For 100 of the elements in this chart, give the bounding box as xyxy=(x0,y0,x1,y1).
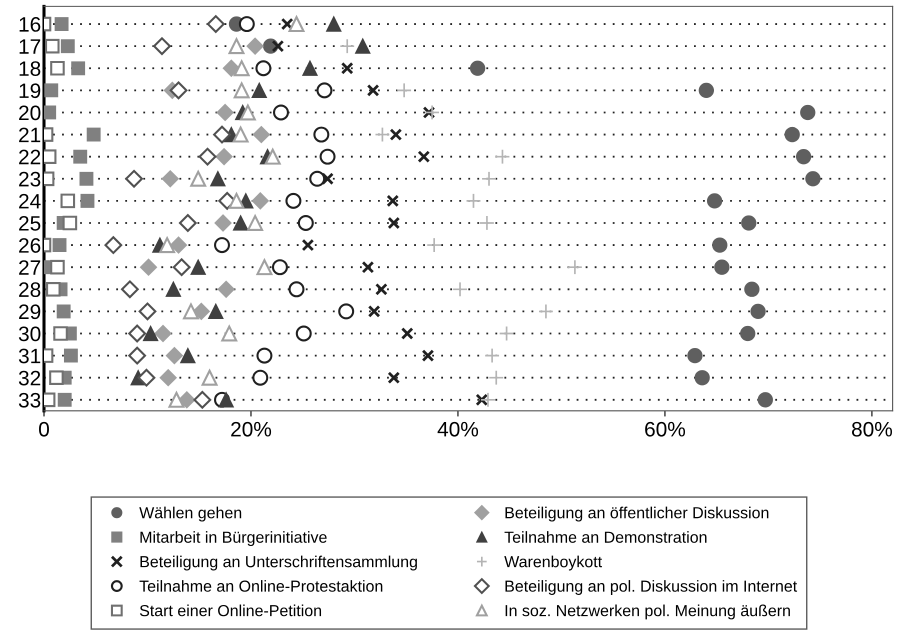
point xyxy=(198,148,216,166)
y-tick-label: 25 xyxy=(19,216,40,231)
legend-label: Teilnahme an Online-Protestaktion xyxy=(140,580,382,592)
point xyxy=(210,171,226,186)
y-tick-label: 22 xyxy=(19,150,40,164)
y-tick-label: 32 xyxy=(18,370,40,386)
y-tick-label: 17 xyxy=(20,39,40,54)
point xyxy=(170,236,188,254)
y-tick-label: 26 xyxy=(19,238,40,253)
point xyxy=(296,326,312,342)
point xyxy=(368,305,380,318)
point xyxy=(706,193,722,209)
point xyxy=(140,258,158,276)
legend-label: Beteiligung an pol. Diskussion im Internet xyxy=(505,580,798,595)
point xyxy=(190,170,206,187)
point xyxy=(128,324,146,342)
point xyxy=(273,104,289,120)
point xyxy=(480,392,496,408)
point xyxy=(80,194,94,208)
point xyxy=(246,38,264,55)
y-tick-label: 30 xyxy=(18,326,40,342)
point xyxy=(56,304,71,318)
point xyxy=(60,194,76,208)
y-tick-label: 31 xyxy=(18,348,40,364)
point xyxy=(712,237,728,253)
point xyxy=(120,280,139,298)
point xyxy=(214,214,232,232)
point xyxy=(208,304,224,320)
point xyxy=(316,82,332,98)
point xyxy=(232,126,249,143)
point xyxy=(178,214,197,232)
point xyxy=(64,348,78,363)
point xyxy=(218,280,235,298)
point xyxy=(138,368,156,387)
point xyxy=(182,303,199,320)
point xyxy=(313,126,330,143)
point xyxy=(288,281,305,298)
point xyxy=(388,216,400,230)
x-tick-label: 60% xyxy=(645,422,686,437)
legend-label: Beteiligung an öffentlicher Diskussion xyxy=(505,506,768,522)
point xyxy=(784,126,800,142)
point xyxy=(159,237,176,254)
point xyxy=(264,148,281,165)
legend-label: In soz. Netzwerken pol. Meinung äußern xyxy=(506,604,790,620)
point xyxy=(58,392,72,407)
point xyxy=(240,104,256,120)
point xyxy=(488,370,504,386)
point xyxy=(50,60,65,76)
point xyxy=(71,61,86,76)
point xyxy=(366,84,380,97)
y-tick-label: 19 xyxy=(20,83,40,98)
point xyxy=(285,192,302,209)
point xyxy=(338,303,354,320)
point xyxy=(142,326,158,342)
point xyxy=(320,148,336,165)
point xyxy=(247,214,264,231)
point xyxy=(298,214,314,231)
legend-label: Mitarbeit in Bürgerinitiative xyxy=(140,531,327,546)
legend-label: Beteiligung an Unterschriftensammlung xyxy=(140,556,417,570)
point xyxy=(687,348,703,364)
point xyxy=(44,83,58,98)
y-tick-label: 16 xyxy=(20,17,40,32)
y-tick-label: 33 xyxy=(18,392,40,408)
point xyxy=(125,170,143,188)
point xyxy=(386,194,400,208)
point xyxy=(481,171,497,187)
point xyxy=(52,238,66,252)
point xyxy=(206,15,225,33)
point xyxy=(216,148,233,166)
point xyxy=(49,370,64,386)
point xyxy=(750,304,766,320)
y-tick-label: 27 xyxy=(19,260,40,275)
legend-label: Warenboykott xyxy=(504,556,602,570)
point xyxy=(255,60,272,76)
point xyxy=(498,326,514,342)
point xyxy=(741,215,756,231)
point xyxy=(166,282,182,297)
point xyxy=(214,237,230,254)
point xyxy=(252,126,270,144)
y-tick-label: 28 xyxy=(19,282,40,298)
point xyxy=(79,172,94,186)
point xyxy=(104,236,122,254)
point xyxy=(238,16,255,32)
point xyxy=(252,82,267,98)
point xyxy=(44,149,56,164)
point xyxy=(567,259,583,275)
y-tick-label: 23 xyxy=(19,172,40,187)
point xyxy=(170,81,188,100)
point xyxy=(228,192,244,209)
y-tick-label: 24 xyxy=(19,194,41,208)
point xyxy=(62,216,78,230)
point xyxy=(180,348,196,364)
point xyxy=(466,193,482,209)
point xyxy=(234,60,250,76)
point xyxy=(44,106,56,120)
point xyxy=(388,371,400,384)
point xyxy=(73,150,88,164)
point xyxy=(758,392,773,408)
point xyxy=(172,258,191,276)
point xyxy=(216,104,234,122)
